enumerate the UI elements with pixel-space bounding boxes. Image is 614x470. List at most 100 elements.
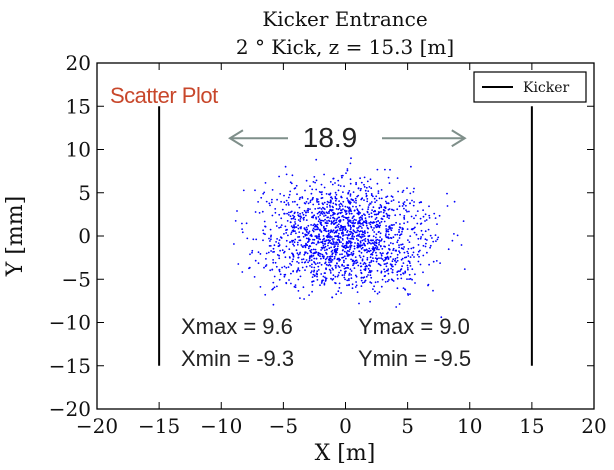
scatter-point	[357, 239, 359, 242]
scatter-point	[367, 235, 370, 238]
scatter-point	[347, 199, 349, 202]
scatter-point	[330, 261, 333, 263]
scatter-point	[287, 202, 290, 204]
scatter-point	[276, 254, 279, 256]
scatter-point	[407, 239, 409, 242]
scatter-point	[359, 216, 362, 219]
scatter-point	[394, 257, 397, 260]
scatter-point	[280, 224, 283, 227]
scatter-point	[310, 254, 313, 257]
scatter-point	[298, 236, 301, 238]
scatter-point	[259, 286, 262, 288]
scatter-point	[349, 193, 352, 196]
scatter-point	[290, 225, 293, 228]
scatter-point	[389, 227, 392, 229]
scatter-point	[338, 266, 341, 268]
scatter-point	[397, 239, 399, 242]
scatter-point	[297, 267, 300, 269]
scatter-point	[422, 215, 425, 218]
scatter-point	[252, 238, 255, 241]
scatter-point	[317, 207, 319, 210]
scatter-point	[334, 253, 337, 256]
scatter-point	[353, 218, 356, 221]
scatter-point	[434, 234, 437, 237]
scatter-point	[348, 201, 350, 204]
scatter-point	[392, 209, 395, 212]
scatter-point	[432, 240, 435, 243]
scatter-point	[357, 213, 360, 216]
scatter-point	[416, 253, 419, 256]
scatter-point	[403, 218, 406, 220]
scatter-point	[315, 158, 318, 161]
scatter-point	[385, 202, 388, 205]
scatter-point	[373, 247, 376, 250]
scatter-point	[328, 255, 331, 258]
scatter-point	[324, 276, 326, 279]
scatter-point	[314, 224, 317, 227]
scatter-point	[417, 237, 420, 240]
scatter-point	[413, 217, 415, 220]
scatter-point	[365, 186, 368, 189]
scatter-point	[412, 246, 415, 249]
scatter-point	[254, 259, 257, 262]
scatter-point	[414, 273, 416, 276]
xmax-label: Xmax = 9.6	[181, 314, 293, 339]
scatter-point	[350, 226, 352, 229]
scatter-point	[237, 263, 240, 265]
scatter-point	[388, 237, 390, 240]
scatter-point	[293, 241, 296, 244]
scatter-point	[257, 251, 260, 254]
scatter-point	[271, 189, 274, 191]
scatter-point	[341, 174, 344, 177]
scatter-point	[360, 247, 363, 250]
scatter-point	[333, 256, 336, 258]
scatter-point	[320, 241, 322, 244]
scatter-point	[320, 263, 323, 266]
scatter-point	[346, 206, 349, 209]
scatter-point	[378, 257, 380, 259]
scatter-point	[428, 263, 430, 266]
scatter-point	[299, 215, 302, 218]
scatter-point	[270, 238, 272, 241]
scatter-point	[309, 208, 311, 211]
scatter-point	[346, 168, 349, 170]
scatter-point	[303, 244, 306, 247]
scatter-point	[385, 236, 388, 239]
scatter-point	[351, 235, 353, 238]
scatter-point	[315, 188, 318, 191]
scatter-point	[396, 208, 399, 211]
scatter-point	[320, 224, 323, 227]
scatter-point	[340, 292, 342, 294]
scatter-point	[329, 206, 331, 208]
scatter-point	[370, 193, 373, 195]
scatter-point	[342, 256, 345, 259]
scatter-point	[402, 189, 405, 192]
scatter-point	[339, 253, 341, 256]
scatter-point	[337, 274, 340, 276]
scatter-point	[413, 187, 415, 190]
scatter-point	[398, 246, 400, 249]
scatter-point	[352, 232, 354, 235]
scatter-point	[270, 250, 272, 252]
scatter-point	[353, 245, 356, 248]
scatter-point	[356, 227, 358, 230]
scatter-point	[387, 272, 390, 275]
scatter-point	[329, 242, 332, 245]
scatter-point	[337, 179, 340, 182]
scatter-point	[407, 260, 410, 262]
scatter-point	[292, 258, 294, 261]
scatter-point	[364, 267, 367, 270]
scatter-point	[341, 264, 343, 267]
scatter-point	[319, 214, 321, 217]
scatter-point	[251, 251, 253, 254]
scatter-point	[374, 244, 376, 247]
width-arrow-right-head	[451, 129, 467, 148]
scatter-point	[307, 207, 309, 210]
scatter-point	[312, 203, 315, 206]
scatter-point	[350, 277, 353, 280]
scatter-point	[283, 265, 286, 268]
scatter-point	[348, 272, 351, 275]
scatter-point	[354, 286, 357, 288]
scatter-point	[392, 236, 395, 239]
scatter-point	[270, 234, 272, 237]
